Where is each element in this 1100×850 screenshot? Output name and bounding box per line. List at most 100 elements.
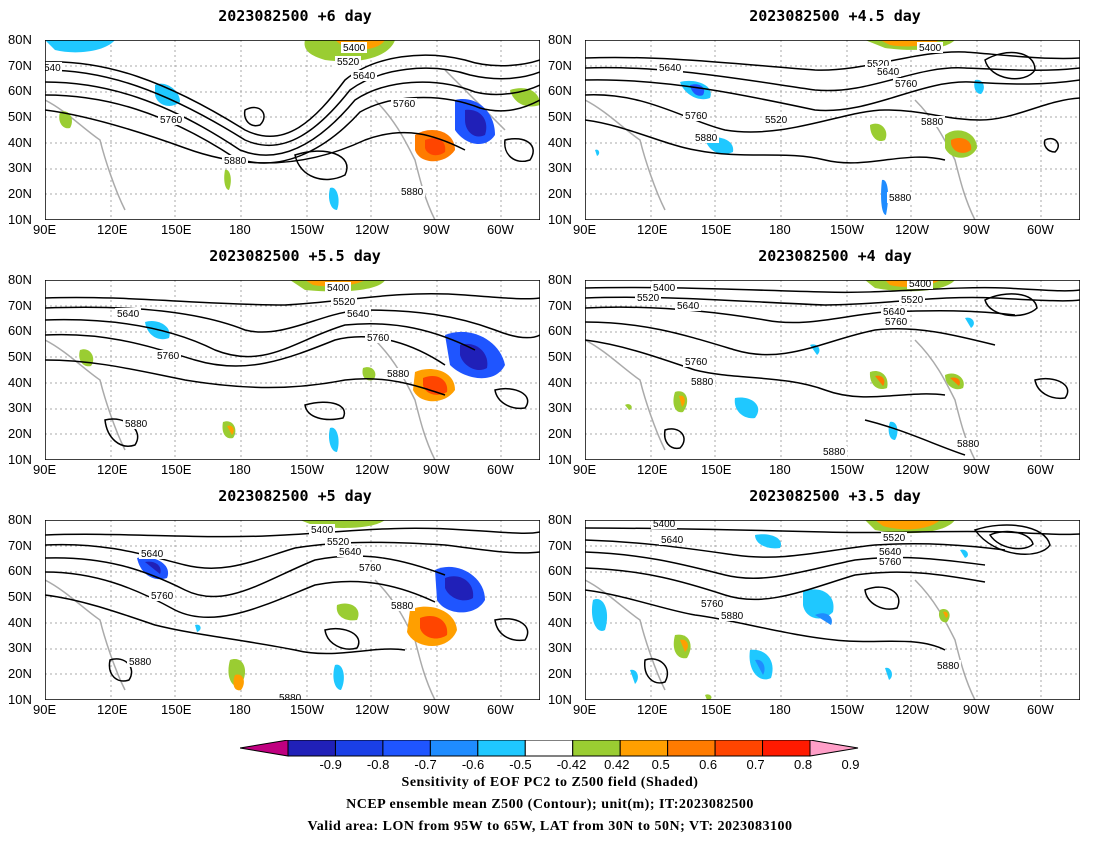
lat-label: 60N <box>548 83 572 98</box>
lon-label: 90W <box>423 702 450 717</box>
colorbar-cell <box>429 739 479 757</box>
colorbar-cell <box>524 739 574 757</box>
contour-label-5880: 5880 <box>224 156 247 167</box>
lon-label: 90W <box>423 222 450 237</box>
lat-label: 10N <box>8 692 32 707</box>
contour-label-5640b: 5640 <box>347 309 370 320</box>
lon-label: 90W <box>963 702 990 717</box>
contour-label-5760: 5760 <box>151 591 174 602</box>
lat-label: 20N <box>548 666 572 681</box>
lon-label: 150W <box>830 702 864 717</box>
panel-6-title: 2023082500 +3.5 day <box>749 487 921 505</box>
lat-label: 40N <box>548 615 572 630</box>
colorbar-tick-label: -0.9 <box>319 757 342 772</box>
lat-label: 60N <box>548 563 572 578</box>
lon-label: 120W <box>355 462 389 477</box>
contour-label-5400: 5400 <box>311 525 334 536</box>
lon-label: 90W <box>423 462 450 477</box>
lat-label: 70N <box>8 538 32 553</box>
lon-label: 150E <box>701 462 732 477</box>
lat-label: 80N <box>8 512 32 527</box>
lat-label: 70N <box>548 298 572 313</box>
colorbar-high-arrow <box>809 739 859 757</box>
lat-label: 30N <box>548 160 572 175</box>
lon-label: 120W <box>895 462 929 477</box>
lon-label: 120E <box>97 462 128 477</box>
contour-label-5760b: 5760 <box>685 357 708 368</box>
contour-label-5760b: 5760 <box>685 111 708 122</box>
lon-label: 180 <box>229 222 251 237</box>
map-panel-4: 5400 5520 5640 5520 5640 5760 5760 5880 … <box>548 272 1080 477</box>
contour-label-5880b: 5880 <box>401 187 424 198</box>
lon-label: 90W <box>963 222 990 237</box>
contour-label-5760: 5760 <box>157 351 180 362</box>
lat-label: 10N <box>8 212 32 227</box>
lat-label: 30N <box>8 400 32 415</box>
contour-label-5760b: 5760 <box>359 563 382 574</box>
contour-label-5400: 5400 <box>653 520 676 530</box>
lon-label: 150W <box>830 222 864 237</box>
lat-label: 50N <box>548 109 572 124</box>
colorbar-tick-label: 0.9 <box>841 757 860 772</box>
lon-label: 180 <box>769 222 791 237</box>
colorbar-tick-label: 0.7 <box>746 757 765 772</box>
lon-label: 120W <box>355 702 389 717</box>
contour-label-5400: 5400 <box>327 283 350 294</box>
contour-label-5880b: 5880 <box>125 419 148 430</box>
lon-label: 60W <box>487 222 514 237</box>
contour-label-5400: 5400 <box>653 283 676 294</box>
lat-label: 30N <box>8 160 32 175</box>
contour-label-5880c: 5880 <box>957 439 980 450</box>
contour-label-5880c: 5880 <box>279 693 302 700</box>
map-panel-4-plot: 5400 5520 5640 5520 5640 5760 5760 5880 … <box>585 280 1080 460</box>
lat-label: 70N <box>548 58 572 73</box>
lat-label: 80N <box>8 272 32 287</box>
colorbar-tick-label: -0.42 <box>556 757 587 772</box>
contour-label-5520: 5520 <box>327 537 350 548</box>
lat-label: 20N <box>8 666 32 681</box>
contour-label-5760: 5760 <box>895 79 918 90</box>
lat-label: 60N <box>548 323 572 338</box>
lon-label: 90E <box>33 222 57 237</box>
colorbar-cell <box>287 739 336 757</box>
lat-label: 80N <box>548 512 572 527</box>
contour-label-5880: 5880 <box>387 369 410 380</box>
colorbar-cell <box>714 739 764 757</box>
lat-label: 20N <box>8 186 32 201</box>
contour-label-5760b: 5760 <box>160 115 183 126</box>
lon-label: 90E <box>33 462 57 477</box>
lat-label: 20N <box>8 426 32 441</box>
lat-label: 10N <box>548 452 572 467</box>
lat-label: 10N <box>548 212 572 227</box>
contour-label-5880b: 5880 <box>937 661 960 672</box>
contour-label-5520: 5520 <box>337 57 360 68</box>
lat-label: 50N <box>548 349 572 364</box>
lon-label: 150E <box>701 702 732 717</box>
lon-label: 120E <box>97 222 128 237</box>
caption-line-2: NCEP ensemble mean Z500 (Contour); unit(… <box>346 797 754 812</box>
panel-4-title: 2023082500 +4 day <box>758 247 912 265</box>
contour-label-5760b: 5760 <box>367 333 390 344</box>
lon-label: 150W <box>290 222 324 237</box>
lon-label: 90W <box>963 462 990 477</box>
colorbar-cell <box>334 739 384 757</box>
contour-label-5400b: 5400 <box>909 280 932 290</box>
map-panel-1: 5400 5520 5640 5760 5760 5880 5880 540 8… <box>8 32 540 237</box>
contour-label-5640b: 5640 <box>883 307 906 318</box>
lon-label: 90E <box>573 702 597 717</box>
lat-label: 40N <box>8 135 32 150</box>
colorbar-tick-label: -0.7 <box>414 757 437 772</box>
lat-label: 10N <box>548 692 572 707</box>
lon-label: 120W <box>355 222 389 237</box>
contour-label-5880b: 5880 <box>921 117 944 128</box>
lat-label: 40N <box>8 615 32 630</box>
colorbar-cells <box>287 739 811 757</box>
lat-label: 50N <box>8 589 32 604</box>
caption-line-3: Valid area: LON from 95W to 65W, LAT fro… <box>307 819 793 834</box>
lat-label: 70N <box>548 538 572 553</box>
contour-label-5640b: 5640 <box>879 547 902 558</box>
colorbar-cell <box>477 739 526 757</box>
lon-label: 120W <box>895 702 929 717</box>
lat-label: 50N <box>548 589 572 604</box>
contour-label-5640: 5640 <box>141 549 164 560</box>
